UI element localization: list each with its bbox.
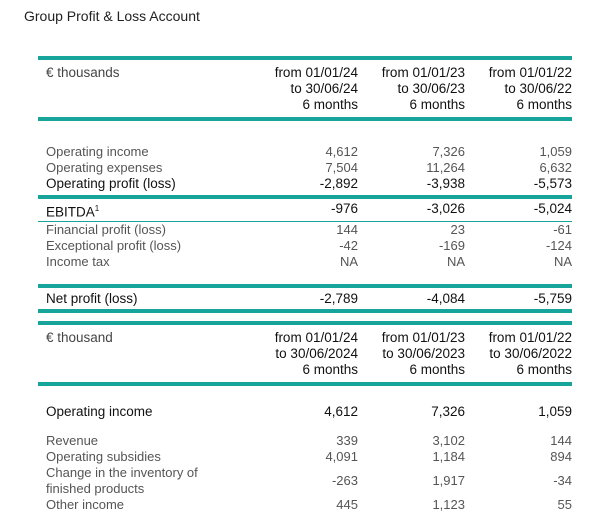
operating-income-table: € thousand from 01/01/24 to 30/06/2024 6… [38, 321, 572, 513]
table-row: Operating expenses 7,504 11,264 6,632 [46, 160, 572, 175]
ebitda-section: EBITDA1 -976 -3,026 -5,024 Financial pro… [38, 201, 572, 270]
profit-loss-table: € thousands from 01/01/24 to 30/06/24 6 … [38, 56, 572, 313]
table-row: Net profit (loss) -2,789 -4,084 -5,759 [46, 290, 572, 306]
column-header-2023: from 01/01/23 to 30/06/23 6 months [381, 65, 465, 112]
table-row: Financial profit (loss) 144 23 -61 [46, 221, 572, 237]
column-header-2022: from 01/01/22 to 30/06/22 6 months [488, 65, 572, 112]
column-header-2024: from 01/01/24 to 30/06/24 6 months [274, 65, 358, 112]
table-row: Operating profit (loss) -2,892 -3,938 -5… [46, 176, 572, 191]
table-header-row: € thousand from 01/01/24 to 30/06/2024 6… [38, 325, 572, 378]
operating-section: Operating income 4,612 7,326 1,059 Opera… [38, 144, 572, 192]
table-row: Operating income 4,612 7,326 1,059 [46, 144, 572, 159]
table-top-rule [38, 321, 572, 325]
page-title: Group Profit & Loss Account [24, 8, 200, 24]
column-header-2022: from 01/01/22 to 30/06/2022 6 months [488, 330, 572, 377]
table-row: Other income 445 1,123 55 [46, 497, 572, 512]
header-bottom-rule [38, 117, 572, 121]
table-row: Operating income 4,612 7,326 1,059 [46, 404, 572, 419]
header-bottom-rule [38, 382, 572, 386]
net-profit-bottom-rule [38, 308, 572, 313]
column-header-2023: from 01/01/23 to 30/06/2023 6 months [381, 330, 465, 377]
section-rule [38, 195, 572, 199]
table-row: Income tax NA NA NA [46, 253, 572, 269]
table-row: Exceptional profit (loss) -42 -169 -124 [46, 237, 572, 253]
row-divider [38, 220, 572, 222]
operating-income-section: Operating income 4,612 7,326 1,059 Reven… [38, 404, 572, 513]
table-header-row: € thousands from 01/01/24 to 30/06/24 6 … [38, 60, 572, 113]
unit-label: € thousands [46, 65, 120, 80]
unit-label: € thousand [46, 330, 113, 345]
table-row: Operating subsidies 4,091 1,184 894 [46, 449, 572, 464]
table-row: Change in the inventory of finished prod… [46, 465, 572, 496]
column-header-2024: from 01/01/24 to 30/06/2024 6 months [274, 330, 358, 377]
table-row: EBITDA1 -976 -3,026 -5,024 [46, 201, 572, 220]
net-profit-top-rule [38, 283, 572, 288]
table-top-rule [38, 56, 572, 60]
table-row: Revenue 339 3,102 144 [46, 433, 572, 448]
net-profit-section: Net profit (loss) -2,789 -4,084 -5,759 [38, 291, 572, 307]
